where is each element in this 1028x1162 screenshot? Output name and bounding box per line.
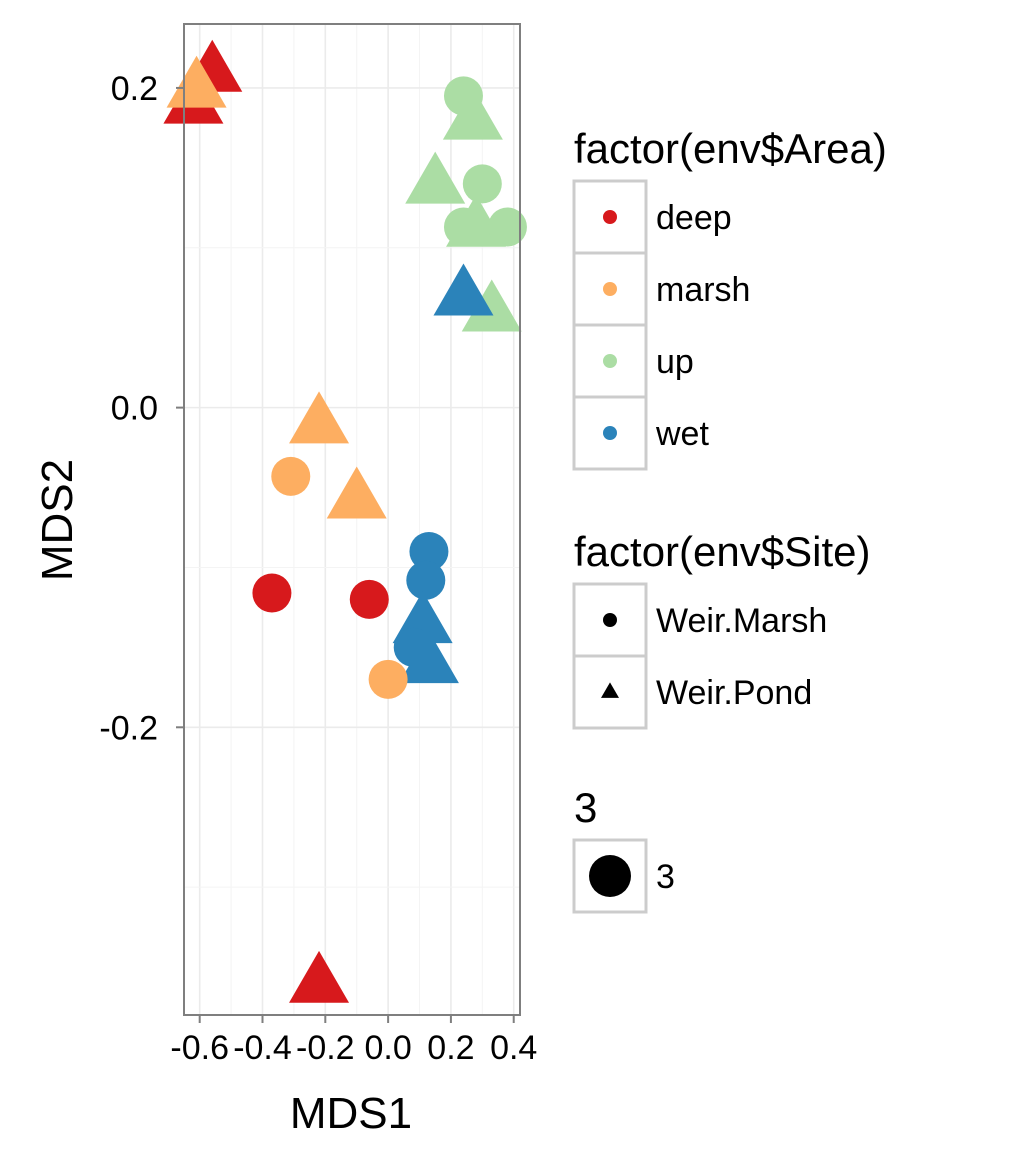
x-tick-label: -0.6 xyxy=(170,1029,229,1067)
point-circle-deep xyxy=(349,579,389,619)
point-triangle-up xyxy=(405,151,466,204)
point-triangle-marsh xyxy=(289,391,350,444)
plot-panel xyxy=(163,23,527,1016)
point-triangle-wet xyxy=(398,631,459,684)
plot-panel-border xyxy=(183,23,521,1016)
legends: factor(env$Area)deepmarshupwetfactor(env… xyxy=(572,125,887,914)
legend-title: 3 xyxy=(574,784,597,831)
legend-label: 3 xyxy=(656,858,675,896)
legend-label: wet xyxy=(655,415,709,453)
legend-title: factor(env$Area) xyxy=(574,125,887,172)
legend-key-triangle xyxy=(601,682,619,698)
y-axis-title: MDS2 xyxy=(33,459,82,581)
legend-label: deep xyxy=(656,199,732,237)
x-axis: -0.6 -0.4 -0.2 0.0 0.2 0.4 xyxy=(170,1015,537,1067)
point-circle-wet xyxy=(406,560,446,600)
legend-size: 33 xyxy=(572,784,675,914)
point-circle-up xyxy=(462,164,502,204)
x-tick-label: 0.2 xyxy=(427,1029,474,1067)
point-triangle-wet xyxy=(433,263,494,316)
legend-key-wet xyxy=(603,426,617,440)
point-circle-marsh xyxy=(271,456,311,496)
legend-shape: factor(env$Site) Weir.Marsh Weir.Pond xyxy=(572,528,870,730)
x-tick-label: -0.2 xyxy=(296,1029,355,1067)
y-tick-label: 0.0 xyxy=(111,390,158,428)
point-circle-up xyxy=(487,207,527,247)
x-tick-label: 0.0 xyxy=(364,1029,411,1067)
x-tick-label: 0.4 xyxy=(490,1029,537,1067)
y-tick-label: 0.2 xyxy=(111,70,158,108)
legend-title: factor(env$Site) xyxy=(574,528,870,575)
legend-label: marsh xyxy=(656,271,750,309)
legend-key-circle xyxy=(603,613,617,627)
legend-label: Weir.Pond xyxy=(656,674,812,712)
point-triangle-marsh xyxy=(326,466,387,519)
point-triangle-deep xyxy=(289,950,350,1003)
legend-label: up xyxy=(656,343,694,381)
legend-color: factor(env$Area) deep marsh up wet xyxy=(572,125,887,471)
point-circle-deep xyxy=(252,573,292,613)
point-triangle-up xyxy=(461,279,522,332)
point-triangle-marsh xyxy=(166,55,227,108)
y-tick-label: -0.2 xyxy=(99,709,158,747)
legend-key-up xyxy=(603,354,617,368)
legend-key-marsh xyxy=(603,282,617,296)
x-tick-label: -0.4 xyxy=(233,1029,292,1067)
point-circle-wet xyxy=(409,531,449,571)
legend-key-size xyxy=(589,855,631,897)
point-triangle-up xyxy=(442,87,503,140)
point-circle-marsh xyxy=(368,659,408,699)
x-axis-title: MDS1 xyxy=(290,1089,412,1138)
legend-label: Weir.Marsh xyxy=(656,602,827,640)
legend-key-deep xyxy=(603,210,617,224)
data-points xyxy=(163,39,527,1003)
y-axis: -0.2 0.0 0.2 xyxy=(99,70,184,747)
